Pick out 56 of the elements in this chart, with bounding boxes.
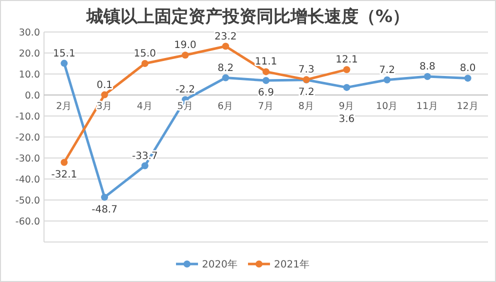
data-label: -48.7 <box>92 204 118 216</box>
chart-title: 城镇以上固定资产投资同比增长速度（%） <box>85 7 410 27</box>
point <box>384 76 391 84</box>
point <box>222 42 230 50</box>
point <box>343 84 350 91</box>
data-label: -32.1 <box>51 169 78 180</box>
data-label: 15.1 <box>53 48 76 60</box>
y-tick-label: 20.0 <box>18 48 40 60</box>
y-tick-label: -40.0 <box>15 174 40 186</box>
y-tick-label: 10.0 <box>18 70 40 80</box>
y-tick-label: -10.0 <box>15 112 40 122</box>
point <box>60 60 68 67</box>
y-tick-label: -20.0 <box>15 132 40 144</box>
legend-label: 2021年 <box>274 258 310 270</box>
point <box>424 73 431 80</box>
data-label: 8.2 <box>218 62 234 74</box>
data-label: 7.2 <box>379 64 396 76</box>
x-tick-label: 2月 <box>56 101 72 112</box>
data-label: 8.8 <box>420 62 436 73</box>
y-tick-label: 0.0 <box>24 90 40 102</box>
point <box>141 60 148 67</box>
point <box>141 162 148 170</box>
data-label: 6.9 <box>258 88 274 99</box>
x-tick-label: 6月 <box>218 101 234 112</box>
point <box>222 74 230 82</box>
legend-label: 2020年 <box>202 258 238 270</box>
x-tick-label: 8月 <box>298 101 314 112</box>
x-tick-label: 4月 <box>136 101 153 112</box>
x-tick-label: 7月 <box>258 101 274 112</box>
data-label: 7.2 <box>298 86 314 98</box>
point <box>343 66 350 74</box>
x-tick-label: 10月 <box>376 101 398 112</box>
x-tick-label: 11月 <box>416 101 438 112</box>
point <box>101 194 108 201</box>
data-label: 8.0 <box>460 63 476 74</box>
data-label: 12.1 <box>336 54 358 66</box>
data-label: 11.1 <box>254 56 278 68</box>
y-tick-label: 30.0 <box>18 28 40 38</box>
y-tick-label: -50.0 <box>15 196 40 206</box>
data-label: 23.2 <box>214 31 237 42</box>
x-tick-label: 12月 <box>456 101 479 112</box>
point <box>464 74 472 82</box>
data-label: 0.1 <box>96 80 112 91</box>
data-label: 3.6 <box>338 114 355 125</box>
x-tick-label: 9月 <box>338 101 355 112</box>
data-label: -2.2 <box>176 84 196 96</box>
point <box>101 91 108 98</box>
data-label: 19.0 <box>174 40 196 52</box>
point <box>262 68 270 76</box>
data-label: 15.0 <box>134 48 156 60</box>
y-tick-label: -60.0 <box>15 216 40 228</box>
y-tick-label: -30.0 <box>15 154 40 164</box>
point <box>182 52 189 59</box>
point <box>60 158 68 166</box>
data-label: 7.3 <box>298 64 314 76</box>
point <box>262 77 270 84</box>
